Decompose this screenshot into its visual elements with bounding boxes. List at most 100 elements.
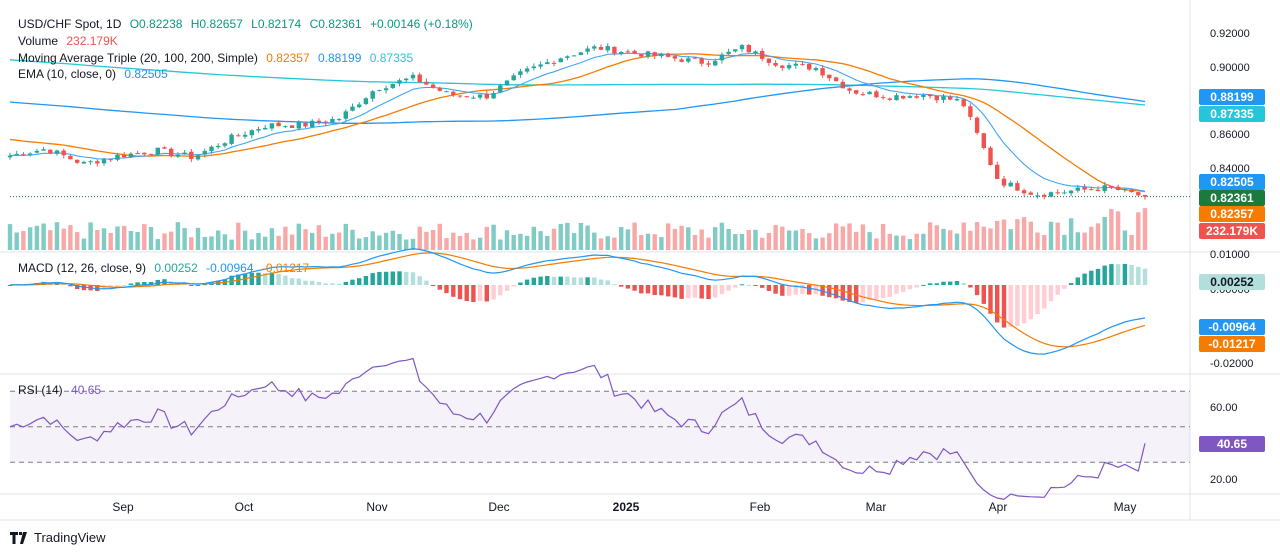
volume-bar xyxy=(780,226,785,250)
macd-histogram-bar xyxy=(444,285,449,294)
macd-histogram-bar xyxy=(202,284,207,286)
volume-bar xyxy=(424,231,429,250)
volume-bar xyxy=(571,233,577,250)
macd-histogram-bar xyxy=(780,285,785,296)
candle-body xyxy=(1115,186,1121,190)
candle-body xyxy=(827,74,832,79)
macd-histogram-bar xyxy=(148,282,154,285)
volume-bar xyxy=(894,235,899,250)
ema-value: 0.82505 xyxy=(124,67,168,81)
candle-body xyxy=(269,123,275,129)
volume-bar xyxy=(34,225,40,250)
macd-histogram-bar xyxy=(1062,285,1067,289)
candle-body xyxy=(377,89,382,91)
candle-body xyxy=(68,155,73,160)
macd-histogram-bar xyxy=(921,284,926,286)
volume-bar xyxy=(155,239,160,250)
candle-body xyxy=(780,65,785,68)
macd-histogram-bar xyxy=(457,285,463,300)
x-label-oct: Oct xyxy=(234,500,254,514)
macd-histogram-bar xyxy=(961,283,966,285)
candle-body xyxy=(760,51,765,59)
volume-bar xyxy=(1115,211,1121,250)
macd-histogram-bar xyxy=(323,283,328,285)
volume-bar xyxy=(417,226,422,250)
x-label-nov: Nov xyxy=(366,500,388,514)
volume-bar xyxy=(249,239,254,250)
volume-bar xyxy=(343,223,348,250)
volume-bar xyxy=(659,237,664,250)
candle-body xyxy=(551,62,557,64)
candle-body xyxy=(189,151,194,159)
candle-body xyxy=(417,74,422,83)
macd-histogram-bar xyxy=(1008,285,1013,327)
volume-bar xyxy=(108,233,113,250)
volume-bar xyxy=(1082,232,1087,250)
candle-body xyxy=(216,145,221,148)
volume-bar xyxy=(122,225,127,250)
tradingview-icon xyxy=(10,531,27,544)
candle-body xyxy=(592,46,597,49)
candle-body xyxy=(390,84,395,88)
volume-bar xyxy=(397,234,402,250)
volume-bar xyxy=(612,237,617,250)
candle-body xyxy=(135,153,140,155)
volume-bar xyxy=(1122,230,1128,250)
candle-body xyxy=(860,94,866,96)
candle-body xyxy=(108,159,113,161)
macd-histogram-bar xyxy=(410,272,416,285)
close-price-tag: 0.82361 xyxy=(1199,190,1265,206)
volume-bar xyxy=(95,230,100,250)
tradingview-logo[interactable]: TradingView xyxy=(10,530,106,545)
candle-body xyxy=(632,50,637,54)
volume-bar xyxy=(484,226,489,250)
volume-bar xyxy=(995,220,1000,250)
volume-bar xyxy=(914,233,919,250)
candle-body xyxy=(310,120,315,128)
macd-histogram-bar xyxy=(854,285,859,303)
volume-bar xyxy=(934,225,939,250)
axis-label-092: 0.92000 xyxy=(1210,28,1250,40)
candle-body xyxy=(699,58,704,64)
rsi-tag: 40.65 xyxy=(1199,436,1265,452)
candle-body xyxy=(283,126,288,128)
volume-bar xyxy=(283,226,288,250)
macd-histogram-bar xyxy=(578,277,584,285)
candle-body xyxy=(1008,182,1013,187)
volume-bar xyxy=(370,231,375,250)
volume-bar xyxy=(1028,221,1033,250)
candle-body xyxy=(316,120,322,123)
volume-bar xyxy=(833,223,839,250)
candle-body xyxy=(1109,185,1114,188)
change-value: +0.00146 (+0.18%) xyxy=(369,17,473,31)
macd-histogram-bar xyxy=(713,285,718,298)
macd-histogram-bar xyxy=(988,285,993,314)
candle-body xyxy=(880,97,886,99)
macd-histogram-bar xyxy=(558,276,563,285)
macd-histogram-bar xyxy=(820,285,825,296)
macd-histogram-bar xyxy=(1115,264,1121,285)
volume-bar xyxy=(927,222,933,250)
candle-body xyxy=(115,154,120,160)
macd-histogram-bar xyxy=(350,279,355,285)
volume-bar xyxy=(874,238,879,250)
macd-histogram-bar xyxy=(1001,285,1007,328)
candle-body xyxy=(1062,192,1067,194)
macd-histogram-bar xyxy=(1015,285,1020,327)
candle-body xyxy=(484,94,489,99)
volume-bar xyxy=(7,224,13,250)
macd-histogram-bar xyxy=(383,271,389,285)
volume-label: Volume xyxy=(18,34,59,48)
macd-histogram-bar xyxy=(363,276,369,285)
macd-histogram-bar xyxy=(605,280,610,285)
volume-bar xyxy=(746,230,751,250)
macd-histogram-bar xyxy=(115,285,120,287)
candle-body xyxy=(753,51,758,53)
volume-bar xyxy=(511,235,516,250)
candle-body xyxy=(142,152,147,155)
candle-body xyxy=(336,119,342,121)
macd-histogram-bar xyxy=(585,277,590,285)
axis-label-m002: -0.02000 xyxy=(1210,358,1254,370)
volume-bar xyxy=(968,230,973,250)
